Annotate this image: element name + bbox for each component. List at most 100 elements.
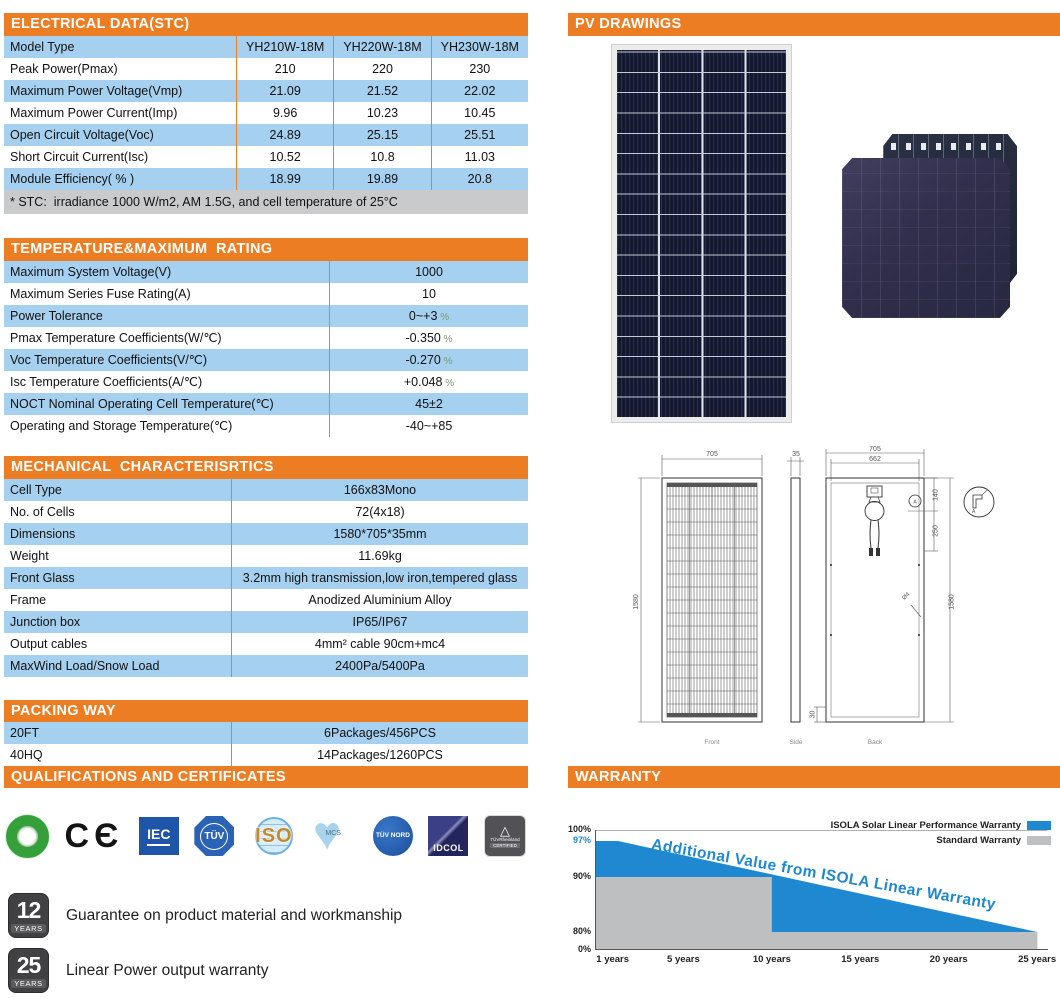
table-cell-value: 22.02 [430, 80, 528, 102]
solar-panel-photo [611, 44, 792, 423]
svg-text:Ø4: Ø4 [901, 591, 911, 601]
electrical-data-table: Model Type YH210W-18M YH220W-18M YH230W-18M… [4, 36, 528, 190]
svg-text:705: 705 [706, 451, 718, 458]
table-cell-value: 10.23 [333, 102, 430, 124]
table-row: Operating and Storage Temperature(℃) -40~… [4, 415, 528, 437]
temperature-rating-table: Maximum System Voltage(V) 1000 Maximum Ser… [4, 261, 528, 437]
table-cell-value: 19.89 [333, 168, 430, 190]
chart-plot-area [595, 830, 1048, 950]
tuv-nord-logo-icon: TÜV NORD [372, 812, 413, 860]
table-cell-label: Dimensions [10, 527, 76, 541]
table-row: Maximum Power Voltage(Vmp) 21.09 21.52 22.0… [4, 80, 528, 102]
table-cell-label: Cell Type [10, 483, 62, 497]
table-cell-label: MaxWind Load/Snow Load [10, 659, 160, 673]
table-row: Open Circuit Voltage(Voc) 24.89 25.15 25.51 [4, 124, 528, 146]
table-cell-label: Maximum Power Current(Imp) [10, 106, 178, 120]
table-cell-label: Operating and Storage Temperature(℃) [10, 419, 233, 433]
x-tick-label: 1 years [596, 954, 630, 965]
chart-legend: ISOLA Solar Linear Performance Warranty … [831, 818, 1051, 848]
table-cell-value: 11.03 [430, 146, 528, 168]
legend-label: Standard Warranty [936, 835, 1021, 846]
table-cell-label: Module Efficiency( % ) [10, 172, 135, 186]
section-header-warranty: WARRANTY [568, 766, 1060, 788]
badge-unit: YEARS [11, 923, 46, 933]
svg-text:705: 705 [869, 446, 881, 453]
table-row: 20FT 6Packages/456PCS [4, 722, 528, 744]
badge-unit: YEARS [11, 978, 46, 988]
badge-number: 25 [16, 951, 42, 978]
iec-label: IEC [147, 826, 171, 846]
table-cell-value: -0.350 % [329, 327, 528, 349]
x-tick-label: 15 years [841, 954, 880, 965]
svg-text:1580: 1580 [949, 594, 956, 610]
table-cell-label: NOCT Nominal Operating Cell Temperature(… [10, 397, 274, 411]
table-row: 40HQ 14Packages/1260PCS [4, 744, 528, 766]
svg-text:250: 250 [933, 525, 940, 537]
table-cell-value: 25.51 [430, 124, 528, 146]
table-row: MaxWind Load/Snow Load 2400Pa/5400Pa [4, 655, 528, 677]
table-cell-value: 24.89 [236, 124, 333, 146]
x-tick-label: 25 years [1018, 954, 1057, 965]
table-cell-label: 40HQ [10, 748, 43, 762]
iso-logo-icon: ISO [250, 814, 298, 858]
certified-label: CERTIFIED [490, 843, 520, 848]
table-cell-label: Front Glass [10, 571, 75, 585]
green-ring-logo-icon [6, 812, 49, 860]
table-cell-value: -40~+85 [329, 415, 528, 437]
table-cell-label: Open Circuit Voltage(Voc) [10, 128, 154, 142]
y-tick-label: 0% [577, 944, 591, 954]
ce-mark-icon: CЄ [64, 817, 124, 855]
table-cell-value: +0.048 % [329, 371, 528, 393]
legend-swatch-gray [1027, 836, 1051, 845]
table-cell-value: 45±2 [329, 393, 528, 415]
table-row: Maximum Series Fuse Rating(A) 10 [4, 283, 528, 305]
x-tick-label: 10 years [752, 954, 791, 965]
table-row: Maximum System Voltage(V) 1000 [4, 261, 528, 283]
table-cell-value: 21.09 [236, 80, 333, 102]
table-row: Front Glass 3.2mm high transmission,low i… [4, 567, 528, 589]
legend-label: ISOLA Solar Linear Performance Warranty [830, 820, 1021, 831]
table-cell-value: 18.99 [236, 168, 333, 190]
table-cell-value: 10 [329, 283, 528, 305]
table-row: Output cables 4mm² cable 90cm+mc4 [4, 633, 528, 655]
svg-text:Back: Back [868, 739, 883, 746]
table-cell-value: IP65/IP67 [231, 611, 528, 633]
table-row: Model Type YH210W-18M YH220W-18M YH230W-18M [4, 36, 528, 58]
svg-text:1580: 1580 [633, 594, 640, 610]
table-cell-value: 10.45 [430, 102, 528, 124]
tuv-rheinland-logo-icon: △ TÜVRheinland CERTIFIED [484, 812, 526, 860]
table-row: Cell Type 166x83Mono [4, 479, 528, 501]
y-tick-label: 90% [572, 871, 591, 881]
svg-text:35: 35 [792, 451, 800, 458]
table-cell-value: 9.96 [236, 102, 333, 124]
table-cell-value: 1580*705*35mm [231, 523, 528, 545]
mcs-logo-icon: ♥ MCS [313, 807, 341, 859]
table-row: Pmax Temperature Coefficients(W/℃) -0.350… [4, 327, 528, 349]
table-cell-value: 220 [333, 58, 430, 80]
iec-logo-icon: IEC [138, 812, 179, 860]
table-row: Module Efficiency( % ) 18.99 19.89 20.8 [4, 168, 528, 190]
warranty-badge-row-25: 25 YEARS Linear Power output warranty [8, 948, 268, 993]
table-cell-value: Anodized Aluminium Alloy [231, 589, 528, 611]
certificate-logos: CЄ IEC TÜV ISO ♥ MCS TÜV NORD IDCOL △ TÜV… [4, 807, 528, 862]
section-header-qualifications: QUALIFICATIONS AND CERTIFICATES [4, 766, 528, 788]
table-cell-value: 1000 [329, 261, 528, 283]
table-row: Dimensions 1580*705*35mm [4, 523, 528, 545]
section-header-mechanical: MECHANICAL CHARACTERISRTICS [4, 456, 528, 479]
legend-swatch-blue [1027, 821, 1051, 830]
table-row: NOCT Nominal Operating Cell Temperature(… [4, 393, 528, 415]
table-row: Frame Anodized Aluminium Alloy [4, 589, 528, 611]
badge-number: 12 [16, 896, 42, 923]
12-years-badge: 12 YEARS [8, 893, 49, 938]
table-cell-label: 20FT [10, 726, 40, 740]
y-tick-label: 100% [567, 824, 591, 834]
table-row: Weight 11.69kg [4, 545, 528, 567]
tuv-octagon-logo-icon: TÜV [194, 812, 235, 860]
iso-label: ISO [255, 825, 293, 847]
table-cell-label: Output cables [10, 637, 88, 651]
tuv-label: TÜV [200, 822, 229, 850]
table-row: Peak Power(Pmax) 210 220 230 [4, 58, 528, 80]
table-row: No. of Cells 72(4x18) [4, 501, 528, 523]
table-cell-value: 72(4x18) [231, 501, 528, 523]
25-years-badge: 25 YEARS [8, 948, 49, 993]
